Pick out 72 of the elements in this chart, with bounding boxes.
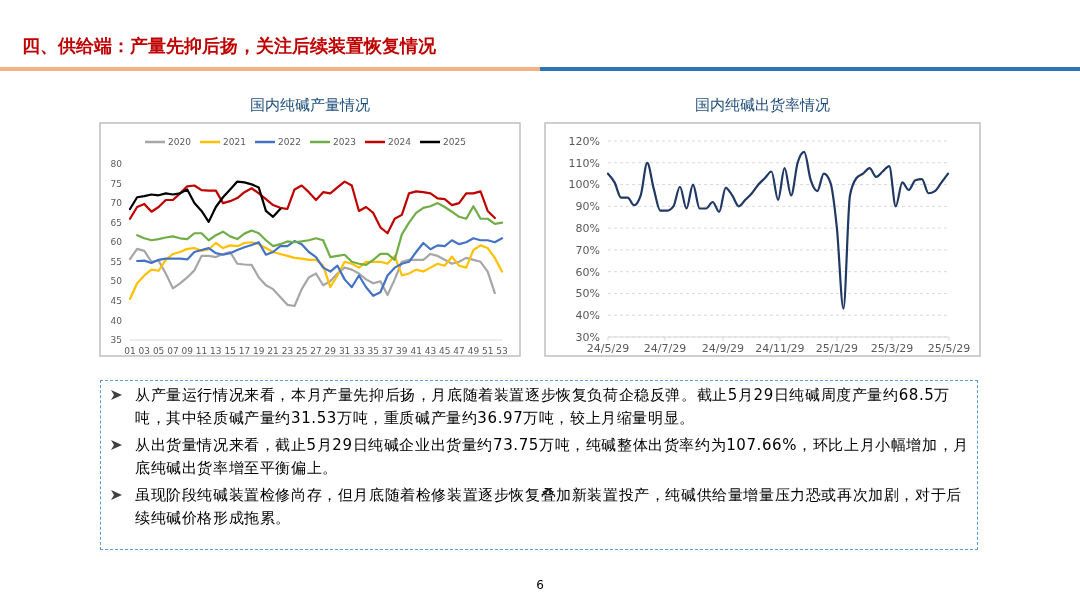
x-tick-label: 01 xyxy=(124,346,136,356)
y-tick-label: 50 xyxy=(110,276,123,287)
y-tick-label: 100% xyxy=(568,178,600,192)
y-tick-label: 120% xyxy=(568,134,600,148)
text: 6 xyxy=(535,578,545,592)
text: 从出货量情况来看，截止5月29日纯碱企业出货量约73.75万吨，纯碱整体出货率约为107.66%，环比上月小幅增加，月底纯碱出货率增至平衡偏上。 xyxy=(135,435,969,479)
legend-label: 2024 xyxy=(388,137,412,148)
y-tick-label: 70% xyxy=(575,243,600,257)
chart-title: 国内纯碱产量情况 xyxy=(250,96,370,114)
y-tick-label: 40 xyxy=(110,315,123,326)
legend-label: 2023 xyxy=(333,137,356,148)
line-series xyxy=(136,202,504,267)
legend-label: 2021 xyxy=(223,137,246,148)
x-tick-label: 15 xyxy=(224,346,236,356)
x-tick-label: 25/5/29 xyxy=(927,342,971,355)
x-tick-label: 39 xyxy=(396,346,408,356)
x-tick-label: 25/3/29 xyxy=(870,342,914,355)
x-tick-label: 49 xyxy=(467,346,480,356)
line-series xyxy=(606,150,950,310)
x-tick-label: 25/1/29 xyxy=(815,342,859,355)
y-tick-label: 55 xyxy=(110,256,122,267)
y-tick-label: 90% xyxy=(575,200,600,214)
x-tick-label: 17 xyxy=(238,346,251,356)
y-tick-label: 80 xyxy=(110,159,123,170)
x-tick-label: 11 xyxy=(195,346,208,356)
legend-label: 2022 xyxy=(278,137,301,148)
x-tick-label: 53 xyxy=(496,346,508,356)
x-tick-label: 37 xyxy=(381,346,394,356)
x-tick-label: 19 xyxy=(253,346,265,356)
x-tick-label: 35 xyxy=(367,346,379,356)
y-tick-label: 60% xyxy=(575,265,600,279)
y-tick-label: 80% xyxy=(575,221,600,235)
x-tick-label: 13 xyxy=(210,346,222,356)
x-tick-label: 45 xyxy=(439,346,451,356)
x-tick-label: 23 xyxy=(281,346,294,356)
x-tick-label: 24/9/29 xyxy=(701,342,745,355)
line-series xyxy=(128,247,496,308)
x-tick-label: 21 xyxy=(267,346,279,356)
y-tick-label: 45 xyxy=(110,296,122,307)
legend-label: 2020 xyxy=(168,137,192,148)
x-tick-label: 03 xyxy=(138,346,151,356)
y-tick-label: 60 xyxy=(110,237,123,248)
x-tick-label: 24/5/29 xyxy=(586,342,630,355)
x-tick-label: 51 xyxy=(481,346,494,356)
text: 虽现阶段纯碱装置检修尚存，但月底随着检修装置逐步恢复叠加新装置投产，纯碱供给量增量压力恐或再次加剧，对于后续纯碱价格形成拖累。 xyxy=(135,485,963,529)
x-tick-label: 24/7/29 xyxy=(643,342,687,355)
line-series xyxy=(128,180,282,223)
legend-label: 2025 xyxy=(443,137,466,148)
x-tick-label: 29 xyxy=(324,346,337,356)
x-tick-label: 09 xyxy=(181,346,194,356)
x-tick-label: 05 xyxy=(152,346,165,356)
line-series xyxy=(128,180,496,235)
x-tick-label: 07 xyxy=(167,346,179,356)
x-tick-label: 47 xyxy=(453,346,465,356)
x-tick-label: 24/11/29 xyxy=(755,342,805,355)
x-tick-label: 41 xyxy=(410,346,422,356)
x-tick-label: 27 xyxy=(310,346,322,356)
chart-title: 国内纯碱出货率情况 xyxy=(695,96,830,114)
y-tick-label: 50% xyxy=(575,287,600,301)
y-tick-label: 35 xyxy=(110,335,122,346)
x-tick-label: 33 xyxy=(353,346,365,356)
y-tick-label: 40% xyxy=(575,309,600,323)
x-tick-label: 43 xyxy=(424,346,437,356)
y-tick-label: 75 xyxy=(110,178,122,189)
x-tick-label: 25 xyxy=(295,346,308,356)
text: 从产量运行情况来看，本月产量先抑后扬，月底随着装置逐步恢复负荷企稳反弹。截止5月29日纯碱周度产量约68.5万吨，其中轻质碱产量约31.53万吨，重质碱产量约36.97万吨，较上月缩量明显。 xyxy=(135,385,952,429)
y-tick-label: 30% xyxy=(575,330,600,344)
text: 四、供给端：产量先抑后扬，关注后续装置恢复情况 xyxy=(22,34,436,58)
y-tick-label: 65 xyxy=(110,217,122,228)
x-tick-label: 31 xyxy=(338,346,351,356)
y-tick-label: 70 xyxy=(110,198,123,209)
y-tick-label: 110% xyxy=(568,156,600,170)
